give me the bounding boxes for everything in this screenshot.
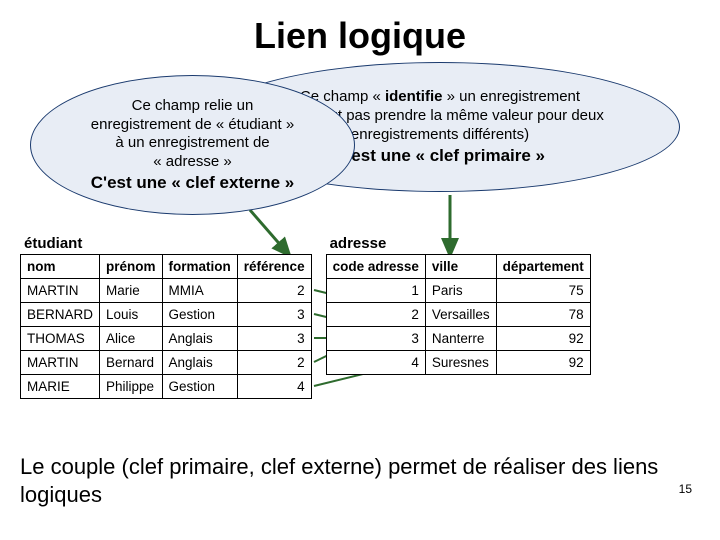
text: « adresse » — [153, 153, 231, 172]
text: » un enregistrement — [442, 88, 580, 105]
table-cell: 3 — [326, 327, 425, 351]
table-cell: 92 — [496, 327, 590, 351]
table-row: MARTINMarieMMIA2 — [21, 279, 312, 303]
footer-text: Le couple (clef primaire, clef externe) … — [20, 453, 700, 510]
table-cell: Nanterre — [425, 327, 496, 351]
table-cell: Bernard — [100, 351, 163, 375]
text: (clef primaire, clef externe) — [122, 454, 382, 479]
table-cell: 2 — [237, 351, 311, 375]
page-number: 15 — [679, 482, 692, 496]
table-row: 3Nanterre92 — [326, 327, 590, 351]
table-etudiant: nomprénomformationréférenceMARTINMarieMM… — [20, 254, 312, 399]
table-cell: Philippe — [100, 375, 163, 399]
table-adresse-caption: adresse — [326, 235, 591, 252]
bubble-foreign-key: Ce champ relie un enregistrement de « ét… — [30, 75, 355, 215]
table-cell: MMIA — [162, 279, 237, 303]
table-cell: Alice — [100, 327, 163, 351]
table-row: 2Versailles78 — [326, 303, 590, 327]
table-cell: 4 — [237, 375, 311, 399]
table-cell: Anglais — [162, 327, 237, 351]
table-cell: Gestion — [162, 303, 237, 327]
table-etudiant-caption: étudiant — [20, 235, 312, 252]
table-cell: 75 — [496, 279, 590, 303]
text-bold: clef externe — [186, 173, 281, 192]
table-cell: 3 — [237, 303, 311, 327]
table-row: MARIEPhilippeGestion4 — [21, 375, 312, 399]
table-header: code adresse — [326, 255, 425, 279]
table-cell: Anglais — [162, 351, 237, 375]
table-adresse: code adressevilledépartement1Paris752Ver… — [326, 254, 591, 375]
table-cell: 3 — [237, 327, 311, 351]
table-cell: MARTIN — [21, 351, 100, 375]
table-cell: Gestion — [162, 375, 237, 399]
table-cell: Suresnes — [425, 351, 496, 375]
text: » — [280, 173, 294, 192]
table-cell: 78 — [496, 303, 590, 327]
table-row: BERNARDLouisGestion3 — [21, 303, 312, 327]
table-cell: 4 — [326, 351, 425, 375]
table-cell: Versailles — [425, 303, 496, 327]
text-bold: identifie — [385, 88, 443, 105]
slide-title: Lien logique — [20, 10, 700, 57]
tables-container: étudiant nomprénomformationréférenceMART… — [20, 235, 700, 399]
table-cell: 92 — [496, 351, 590, 375]
table-adresse-block: adresse code adressevilledépartement1Par… — [326, 235, 591, 399]
table-cell: MARTIN — [21, 279, 100, 303]
table-header: formation — [162, 255, 237, 279]
text: Ce champ relie un — [132, 97, 254, 116]
text: à un enregistrement de — [115, 134, 269, 153]
table-cell: 2 — [237, 279, 311, 303]
text: enregistrement de « étudiant » — [91, 116, 294, 135]
text: » — [531, 146, 545, 165]
text: Le couple — [20, 454, 122, 479]
table-header: prénom — [100, 255, 163, 279]
text: enregistrements différents) — [351, 126, 529, 145]
table-etudiant-block: étudiant nomprénomformationréférenceMART… — [20, 235, 312, 399]
table-cell: Paris — [425, 279, 496, 303]
table-cell: THOMAS — [21, 327, 100, 351]
table-cell: Marie — [100, 279, 163, 303]
text: C'est une « — [91, 173, 186, 192]
table-cell: 2 — [326, 303, 425, 327]
table-cell: 1 — [326, 279, 425, 303]
table-header: département — [496, 255, 590, 279]
table-header: ville — [425, 255, 496, 279]
table-header: référence — [237, 255, 311, 279]
table-row: MARTINBernardAnglais2 — [21, 351, 312, 375]
table-cell: Louis — [100, 303, 163, 327]
table-header: nom — [21, 255, 100, 279]
table-row: THOMASAliceAnglais3 — [21, 327, 312, 351]
text-bold: clef primaire — [430, 146, 531, 165]
table-cell: BERNARD — [21, 303, 100, 327]
table-cell: MARIE — [21, 375, 100, 399]
table-row: 4Suresnes92 — [326, 351, 590, 375]
table-row: 1Paris75 — [326, 279, 590, 303]
